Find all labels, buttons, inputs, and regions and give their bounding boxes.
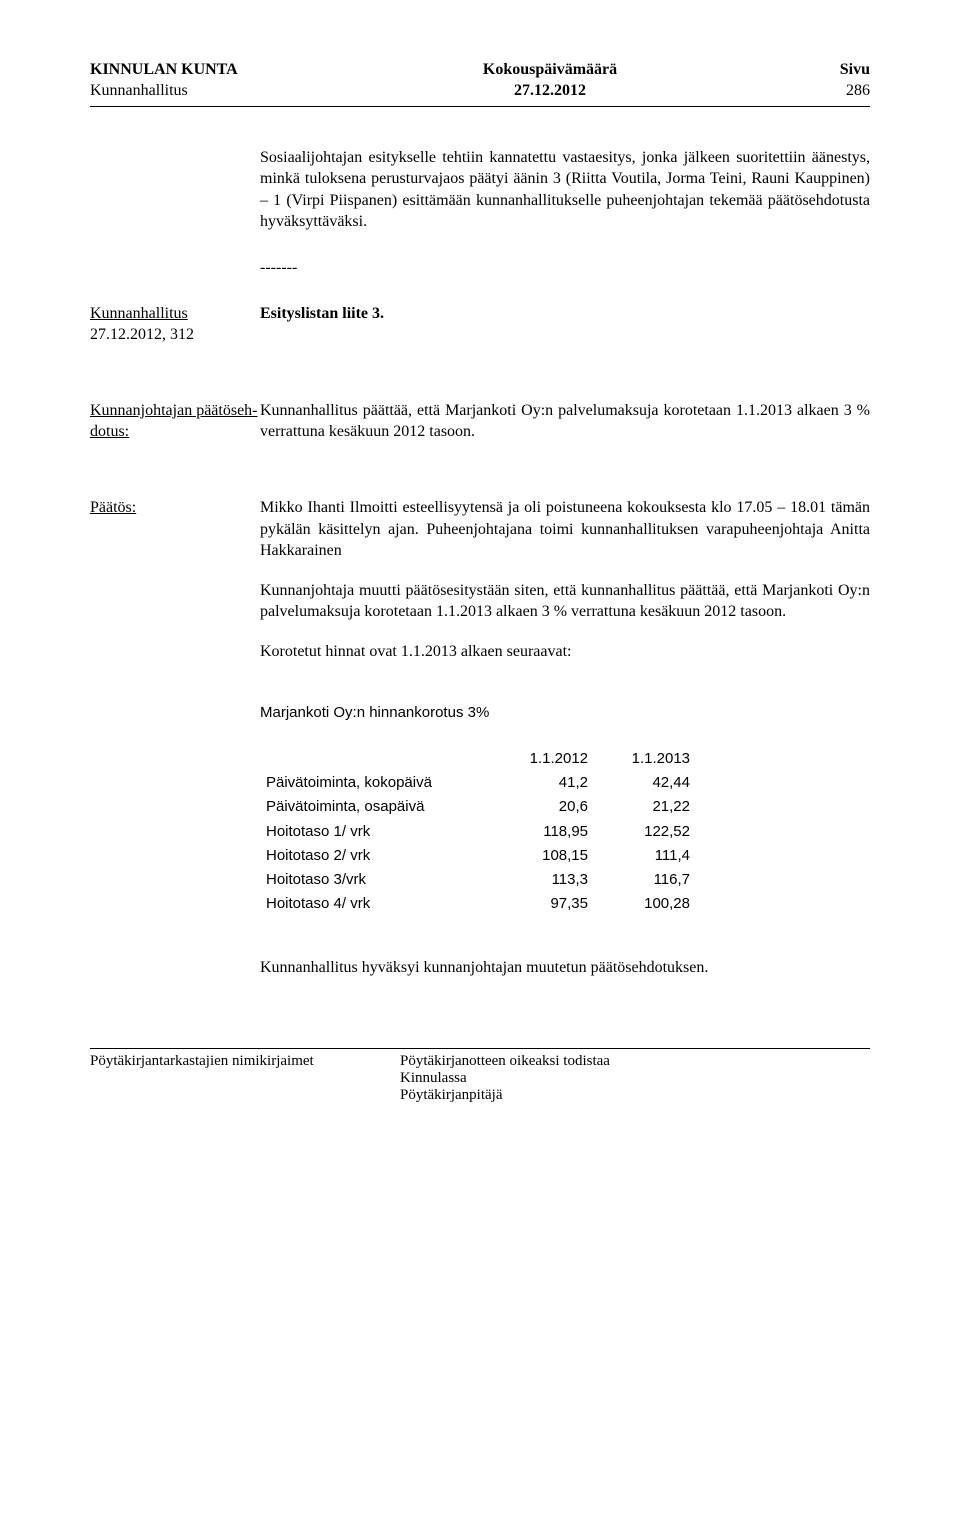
header-org: KINNULAN KUNTA [90,60,350,81]
footer-left: Pöytäkirjantarkastajien nimikirjaimet [90,1053,400,1104]
proposal-text: Kunnanhallitus päättää, että Marjankoti … [260,400,870,443]
price-col-2012: 1.1.2012 [492,747,594,771]
separator: ------- [260,257,870,279]
header-date: 27.12.2012 [350,81,750,102]
table-row: Päivätoiminta, osapäivä 20,6 21,22 [260,795,696,819]
header-suborg: Kunnanhallitus [90,81,350,102]
attachment-ref: Esityslistan liite 3. [260,305,384,322]
table-row: Hoitotaso 1/ vrk 118,95 122,52 [260,820,696,844]
table-row: Hoitotaso 4/ vrk 97,35 100,28 [260,892,696,916]
price-table: 1.1.2012 1.1.2013 Päivätoiminta, kokopäi… [260,747,696,917]
footer-r2: Kinnulassa [400,1070,610,1087]
decision-label: Päätös: [90,497,136,519]
header-page-num: 286 [750,81,870,102]
proposal-label-line1: Kunnanjohtajan päätöseh- [90,400,260,422]
price-table-title: Marjankoti Oy:n hinnankorotus 3% [260,703,870,723]
footer-r3: Pöytäkirjanpitäjä [400,1087,610,1104]
meeting-date-ref: 27.12.2012, 312 [90,324,260,346]
table-row: Hoitotaso 2/ vrk 108,15 111,4 [260,844,696,868]
decision-p1: Mikko Ihanti Ilmoitti esteellisyytensä j… [260,497,870,562]
final-paragraph: Kunnanhallitus hyväksyi kunnanjohtajan m… [260,957,870,979]
header-date-label: Kokouspäivämäärä [350,60,750,81]
footer-r1: Pöytäkirjanotteen oikeaksi todistaa [400,1053,610,1070]
proposal-label-line2: dotus: [90,421,129,443]
footer-rule [90,1048,870,1049]
decision-p2: Kunnanjohtaja muutti päätösesitystään si… [260,580,870,623]
header-page-label: Sivu [750,60,870,81]
paragraph-intro: Sosiaalijohtajan esitykselle tehtiin kan… [260,147,870,233]
table-row: Hoitotaso 3/vrk 113,3 116,7 [260,868,696,892]
price-col-2013: 1.1.2013 [594,747,696,771]
meeting-label: Kunnanhallitus [90,303,260,325]
decision-p3: Korotetut hinnat ovat 1.1.2013 alkaen se… [260,641,870,663]
header-rule [90,106,870,107]
table-row: Päivätoiminta, kokopäivä 41,2 42,44 [260,771,696,795]
